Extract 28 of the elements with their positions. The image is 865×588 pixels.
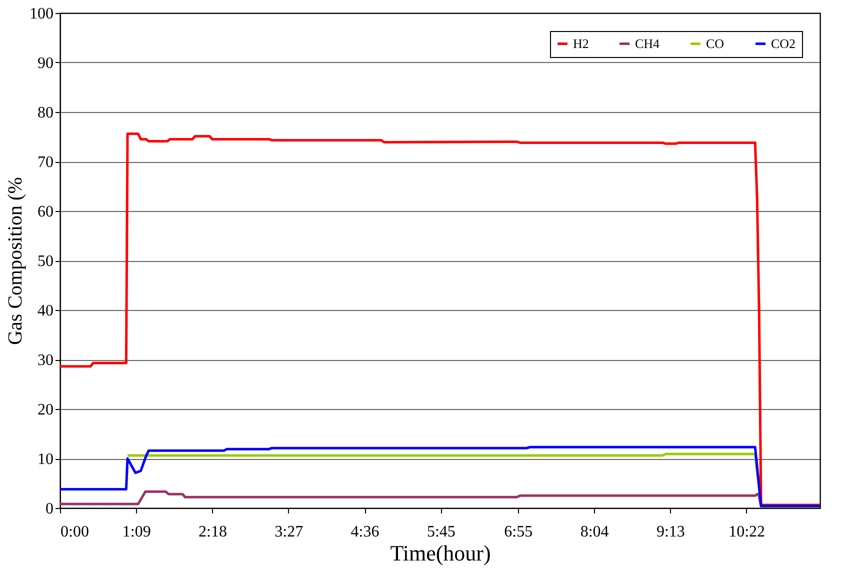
- x-tick-label: 5:45: [426, 524, 456, 540]
- y-tick-label: 60: [38, 204, 54, 220]
- y-tick-label: 80: [38, 104, 54, 122]
- y-tick-label: 50: [38, 253, 54, 270]
- line-series: [58, 132, 822, 506]
- y-tick-label: 10: [38, 451, 54, 468]
- legend-label: H2: [573, 36, 589, 51]
- x-tick-label: 4:36: [350, 524, 380, 540]
- x-tick-label: 2:18: [198, 524, 227, 540]
- y-tick-label: 40: [38, 302, 54, 320]
- x-tick-label: 0:00: [60, 524, 89, 540]
- y-tick-label: 70: [38, 154, 54, 171]
- x-tick-label: 9:13: [656, 524, 685, 540]
- x-tick-label: 10:22: [728, 524, 766, 540]
- x-tick-label: 3:27: [274, 524, 304, 540]
- y-tick-label: 0: [46, 500, 54, 518]
- legend-label: CO: [706, 36, 724, 51]
- x-tick-label: 8:04: [580, 524, 609, 540]
- x-tick-label: 6:55: [504, 524, 533, 540]
- legend-label: CH4: [635, 36, 660, 51]
- y-tick-label: 100: [30, 6, 54, 22]
- x-tick-label: 1:09: [122, 524, 151, 540]
- y-tick-label: 90: [38, 55, 54, 72]
- x-axis-title: Time(hour): [390, 540, 491, 566]
- y-axis-title: Gas Composition (%: [4, 177, 26, 345]
- y-tick-label: 30: [38, 352, 54, 369]
- legend-label: CO2: [771, 36, 796, 51]
- y-tick-label: 20: [38, 402, 54, 418]
